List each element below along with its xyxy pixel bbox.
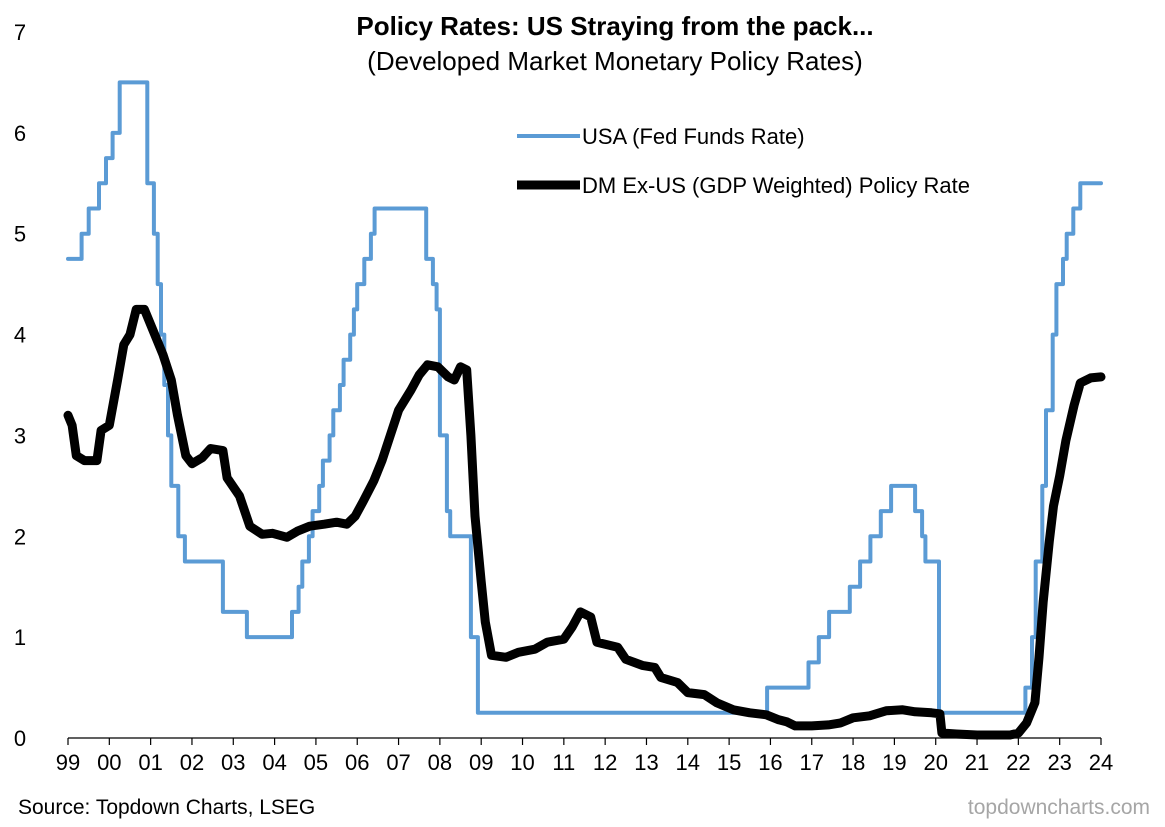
series-line-usa-fed-funds [66, 80, 1103, 715]
x-tick-label: 13 [634, 750, 658, 775]
y-tick-label: 1 [14, 625, 26, 650]
x-tick-label: 05 [304, 750, 328, 775]
x-tick-label: 20 [923, 750, 947, 775]
series-line-dm-ex-us [63, 304, 1106, 740]
x-tick-label: 14 [676, 750, 700, 775]
y-tick-label: 2 [14, 524, 26, 549]
x-tick-label: 11 [552, 750, 575, 775]
chart-subtitle: (Developed Market Monetary Policy Rates) [367, 46, 863, 76]
x-tick-label: 10 [510, 750, 534, 775]
legend: USA (Fed Funds Rate) DM Ex-US (GDP Weigh… [517, 124, 970, 198]
x-tick-label: 04 [262, 750, 286, 775]
y-tick-label: 7 [14, 20, 26, 45]
legend-label-usa: USA (Fed Funds Rate) [582, 124, 805, 149]
x-tick-label: 15 [717, 750, 741, 775]
watermark: topdowncharts.com [968, 796, 1150, 819]
y-tick-label: 0 [14, 726, 26, 751]
x-tick-label: 22 [1006, 750, 1030, 775]
y-tick-label: 3 [14, 423, 26, 448]
x-tick-label: 03 [221, 750, 245, 775]
x-tick-label: 00 [97, 750, 121, 775]
x-tick-label: 16 [758, 750, 782, 775]
x-tick-label: 08 [428, 750, 452, 775]
x-tick-label: 19 [882, 750, 906, 775]
y-tick-label: 5 [14, 222, 26, 247]
x-tick-label: 02 [180, 750, 204, 775]
y-tick-label: 6 [14, 121, 26, 146]
plot-area [63, 80, 1106, 740]
x-tick-label: 99 [56, 750, 80, 775]
x-tick-label: 24 [1089, 750, 1113, 775]
x-tick-label: 23 [1047, 750, 1071, 775]
x-tick-label: 01 [138, 750, 162, 775]
x-tick-label: 17 [800, 750, 824, 775]
y-axis: 0 1 2 3 4 5 6 7 [14, 20, 26, 751]
x-tick-label: 21 [965, 750, 989, 775]
legend-label-dm: DM Ex-US (GDP Weighted) Policy Rate [582, 173, 970, 198]
x-tick-label: 07 [386, 750, 410, 775]
x-tick-label: 09 [469, 750, 493, 775]
x-tick-label: 06 [345, 750, 369, 775]
x-axis: 99 00 01 02 03 04 05 06 07 08 09 10 11 12 13 14 15 16 17 18… [56, 737, 1113, 775]
x-tick-label: 18 [841, 750, 865, 775]
x-tick-label: 12 [593, 750, 617, 775]
chart-title: Policy Rates: US Straying from the pack.… [356, 11, 873, 41]
y-tick-label: 4 [14, 323, 26, 348]
source-note: Source: Topdown Charts, LSEG [18, 796, 315, 819]
